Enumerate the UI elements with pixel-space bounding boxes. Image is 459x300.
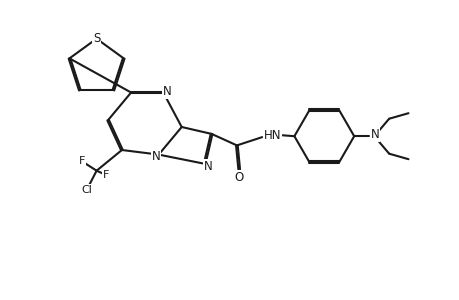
Text: O: O (234, 171, 243, 184)
Text: HN: HN (263, 129, 280, 142)
Text: Cl: Cl (81, 185, 92, 195)
Text: F: F (102, 170, 109, 180)
Text: N: N (162, 85, 171, 98)
Text: N: N (203, 160, 213, 172)
Text: N: N (151, 150, 161, 164)
Text: N: N (370, 128, 379, 141)
Text: S: S (93, 32, 100, 45)
Text: F: F (78, 157, 85, 166)
